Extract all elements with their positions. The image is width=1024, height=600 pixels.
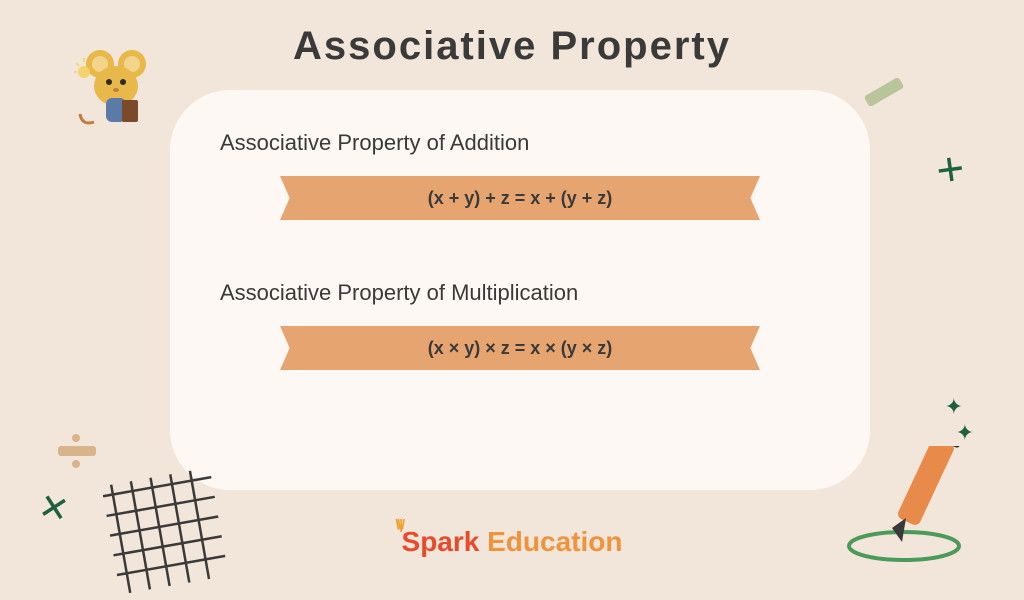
- multiplication-section: Associative Property of Multiplication (…: [220, 280, 820, 370]
- brand-edu-text: Education: [479, 526, 622, 557]
- plus-icon: +: [932, 138, 968, 199]
- divide-icon: [58, 446, 96, 456]
- addition-heading: Associative Property of Addition: [220, 130, 820, 156]
- mouse-mascot-icon: [74, 44, 164, 134]
- pen-icon: [844, 446, 994, 566]
- multiplication-formula: (x × y) × z = x × (y × z): [428, 338, 613, 359]
- addition-section: Associative Property of Addition (x + y)…: [220, 130, 820, 220]
- multiplication-heading: Associative Property of Multiplication: [220, 280, 820, 306]
- addition-formula: (x + y) + z = x + (y + z): [428, 188, 613, 209]
- addition-formula-banner: (x + y) + z = x + (y + z): [280, 176, 760, 220]
- spark-rays-icon: \\|/: [396, 516, 404, 532]
- minus-icon: [864, 77, 905, 107]
- brand-logo: \\|/Spark Education: [402, 526, 623, 558]
- sparkle-icon: ✦ ✦: [945, 394, 974, 446]
- multiplication-formula-banner: (x × y) × z = x × (y × z): [280, 326, 760, 370]
- times-icon: ×: [34, 476, 74, 539]
- brand-spark-text: \\|/Spark: [402, 526, 480, 557]
- content-card: Associative Property of Addition (x + y)…: [170, 90, 870, 490]
